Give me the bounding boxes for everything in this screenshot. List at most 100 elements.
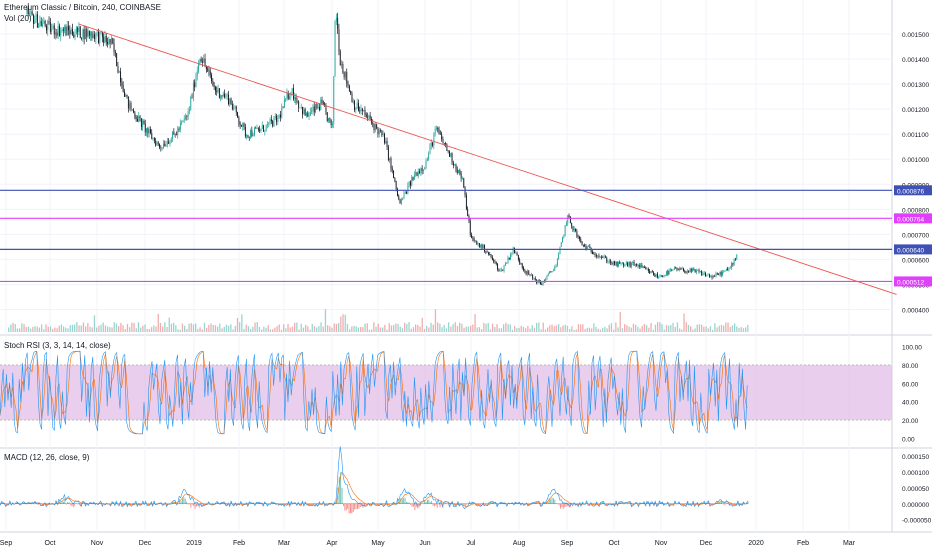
candle-body bbox=[612, 261, 614, 265]
candle-body bbox=[420, 168, 422, 173]
volume-bar bbox=[412, 327, 415, 332]
candle-body bbox=[389, 158, 391, 161]
macd-panel[interactable] bbox=[0, 446, 749, 514]
macd-histogram-bar bbox=[548, 498, 550, 504]
volume-bar bbox=[734, 323, 736, 332]
candle-body bbox=[105, 35, 107, 42]
candle-body bbox=[61, 29, 63, 32]
candle-body bbox=[216, 90, 218, 92]
candle-body bbox=[126, 94, 128, 97]
macd-histogram-bar bbox=[565, 503, 567, 507]
volume-bar bbox=[206, 327, 208, 332]
macd-histogram-bar bbox=[399, 501, 400, 504]
candle-body bbox=[688, 271, 690, 273]
volume-bar bbox=[69, 325, 71, 332]
volume-bar bbox=[485, 323, 487, 332]
macd-histogram-bar bbox=[133, 503, 134, 504]
candle-body bbox=[534, 277, 536, 281]
candle-body bbox=[321, 99, 323, 103]
time-axis[interactable]: Sep Oct Nov Dec 2019 Feb Mar Apr May Jun Jul Aug Sep… bbox=[0, 540, 856, 547]
candle-body bbox=[306, 112, 307, 116]
candle-body bbox=[484, 245, 486, 252]
candle-body bbox=[469, 220, 471, 235]
volume-bar bbox=[408, 322, 410, 332]
macd-histogram-bar bbox=[415, 503, 417, 507]
macd-histogram-bar bbox=[351, 503, 353, 514]
candle-body bbox=[443, 143, 445, 144]
volume-bar bbox=[375, 326, 377, 332]
candle-body bbox=[386, 141, 388, 147]
macd-histogram-bar bbox=[413, 503, 414, 507]
macd-histogram-bar bbox=[434, 503, 435, 507]
volume-bar bbox=[212, 325, 214, 332]
macd-histogram-bar bbox=[719, 501, 721, 504]
candle-body bbox=[343, 72, 345, 78]
candle-body bbox=[204, 58, 206, 66]
candle-body bbox=[476, 241, 478, 245]
macd-histogram-bar bbox=[74, 503, 76, 506]
macd-histogram-bar bbox=[345, 503, 347, 511]
macd-histogram-bar bbox=[403, 497, 405, 504]
level-label: 0.000764 bbox=[897, 216, 924, 223]
volume-bar bbox=[43, 329, 45, 332]
candle-body bbox=[70, 29, 72, 35]
volume-bar bbox=[674, 326, 676, 332]
stoch-rsi-panel[interactable] bbox=[0, 350, 892, 435]
stoch-tick-label: 100.00 bbox=[902, 345, 922, 352]
candle-body bbox=[378, 130, 380, 135]
candle-body bbox=[181, 121, 183, 124]
price-axis[interactable]: 0.001500 0.001400 0.001300 0.001200 0.001100… bbox=[894, 32, 932, 525]
candle-body bbox=[699, 271, 701, 272]
volume-bar bbox=[714, 323, 716, 332]
candle-body bbox=[72, 29, 73, 35]
volume-bar bbox=[14, 324, 16, 332]
volume-bar bbox=[329, 326, 331, 332]
macd-histogram-bar bbox=[44, 502, 46, 504]
candle-body bbox=[312, 106, 314, 111]
volume-bar bbox=[536, 322, 538, 332]
macd-histogram-bar bbox=[453, 503, 455, 507]
candle-body bbox=[716, 273, 718, 275]
candle-body bbox=[542, 281, 544, 285]
macd-histogram-bar bbox=[715, 502, 717, 504]
candle-body bbox=[92, 34, 94, 38]
macd-histogram-bar bbox=[348, 503, 350, 514]
volume-bar bbox=[707, 328, 709, 332]
candle-body bbox=[729, 267, 731, 269]
candle-body bbox=[666, 271, 668, 275]
macd-histogram-bar bbox=[310, 503, 312, 505]
candle-body bbox=[503, 265, 505, 271]
candle-body bbox=[694, 269, 696, 273]
candle-body bbox=[367, 116, 369, 118]
volume-bar bbox=[267, 325, 269, 332]
volume-bar bbox=[415, 324, 417, 332]
candle-body bbox=[90, 32, 92, 36]
volume-bar bbox=[195, 323, 197, 332]
candle-body bbox=[257, 128, 259, 130]
candle-body bbox=[576, 231, 578, 237]
volume-bar bbox=[221, 328, 223, 332]
price-tick-label: 0.001000 bbox=[902, 157, 929, 164]
macd-histogram-bar bbox=[271, 502, 273, 504]
candle-body bbox=[358, 102, 359, 111]
candle-body bbox=[406, 192, 408, 194]
candle-body bbox=[402, 198, 404, 200]
macd-histogram-bar bbox=[464, 503, 466, 507]
price-panel[interactable] bbox=[0, 2, 897, 332]
macd-histogram-bar bbox=[186, 501, 188, 504]
volume-bar bbox=[234, 326, 236, 332]
volume-bar bbox=[190, 323, 192, 332]
volume-bar bbox=[289, 327, 291, 332]
candle-body bbox=[545, 278, 547, 282]
volume-bar bbox=[441, 327, 443, 332]
volume-bar bbox=[100, 324, 102, 332]
volume-bar bbox=[82, 322, 85, 332]
candle-body bbox=[382, 133, 384, 135]
candle-body bbox=[727, 268, 729, 271]
macd-histogram-bar bbox=[176, 503, 178, 506]
candle-body bbox=[315, 104, 317, 113]
volume-bar bbox=[439, 323, 441, 332]
candle-body bbox=[530, 274, 532, 276]
